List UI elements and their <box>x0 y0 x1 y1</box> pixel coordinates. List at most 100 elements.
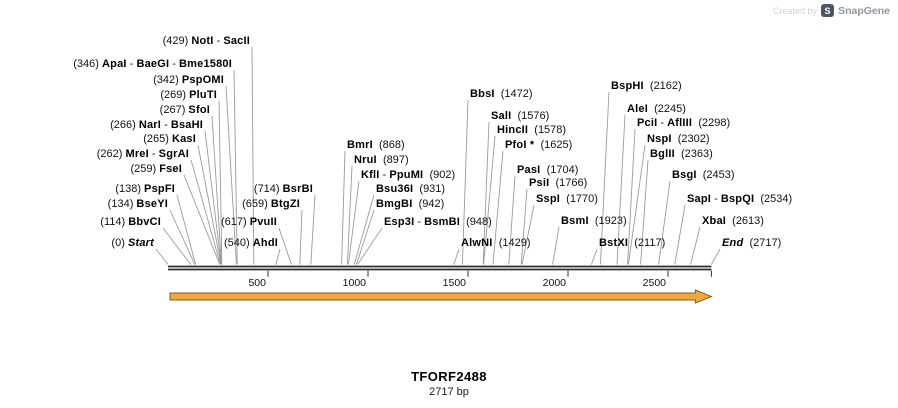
site-label-262[interactable]: (262) MreI - SgrAI <box>96 148 189 160</box>
watermark-created-by-label: Created by <box>773 5 818 16</box>
leader-line <box>508 175 516 265</box>
site-label-266[interactable]: (266) NarI - BsaHI <box>110 119 203 131</box>
leader-line <box>521 204 535 265</box>
watermark-brand-label: SnapGene <box>838 4 890 17</box>
ruler-label: 500 <box>248 277 266 289</box>
leader-line <box>341 150 346 265</box>
sequence-title: TFORF2488 <box>411 369 487 384</box>
ruler-label: 2500 <box>643 277 667 289</box>
leader-line <box>674 204 686 265</box>
site-label-342[interactable]: (342) PspOMI <box>153 74 224 86</box>
leader-line <box>599 91 610 265</box>
leader-line <box>183 174 221 265</box>
leader-line <box>453 248 460 265</box>
leader-line <box>218 100 223 265</box>
site-label-714[interactable]: (714) BsrBI <box>253 183 313 195</box>
leader-line <box>482 121 490 265</box>
leader-line <box>711 248 721 265</box>
leader-line <box>346 165 353 265</box>
site-label-1429[interactable]: AlwNI (1429) <box>461 237 531 249</box>
site-label-267[interactable]: (267) SfoI <box>159 104 210 116</box>
feature-arrow[interactable] <box>169 289 713 304</box>
leader-line <box>461 99 469 265</box>
leader-line <box>520 188 528 265</box>
snapgene-logo-letter: S <box>824 5 831 16</box>
snapgene-logo-icon: S <box>821 4 835 17</box>
site-label-897[interactable]: NruI (897) <box>354 154 409 166</box>
site-label-1472[interactable]: BbsI (1472) <box>470 88 533 100</box>
leader-line <box>251 46 255 265</box>
leader-line <box>357 227 383 265</box>
site-label-2245[interactable]: AleI (2245) <box>627 103 686 115</box>
site-label-114[interactable]: (114) BbvCI <box>100 216 161 228</box>
leader-line <box>552 226 560 265</box>
leader-line <box>204 130 222 265</box>
leader-line <box>353 194 375 265</box>
ruler-label: 1000 <box>343 277 367 289</box>
leader-line <box>627 144 646 265</box>
leader-line <box>616 114 626 265</box>
leader-line <box>169 209 196 265</box>
ruler-label: 2000 <box>543 277 567 289</box>
site-label-2117[interactable]: BstXI (2117) <box>599 237 666 249</box>
site-label-0[interactable]: (0) Start <box>111 237 154 249</box>
leader-line <box>225 85 237 265</box>
leader-line <box>492 150 504 265</box>
site-label-259[interactable]: (259) FseI <box>130 163 182 175</box>
site-label-265[interactable]: (265) KasI <box>143 133 196 145</box>
leader-line <box>190 159 221 265</box>
site-label-2363[interactable]: BglII (2363) <box>650 148 713 160</box>
leader-line <box>627 128 636 265</box>
leader-line <box>299 209 303 265</box>
site-label-540[interactable]: (540) AhdI <box>224 237 278 249</box>
leader-line <box>347 180 360 265</box>
site-label-948[interactable]: Esp3I - BsmBI (948) <box>384 216 492 228</box>
leader-line <box>690 226 701 265</box>
site-label-617[interactable]: (617) PvuII <box>220 216 277 228</box>
leader-line <box>176 194 197 265</box>
leader-line <box>640 159 649 265</box>
leader-line <box>483 135 496 265</box>
site-label-2298[interactable]: PciI - AflIII (2298) <box>637 117 731 129</box>
site-label-659[interactable]: (659) BtgZI <box>242 198 300 210</box>
site-label-2534[interactable]: SapI - BspQI (2534) <box>687 193 793 205</box>
site-label-346[interactable]: (346) ApaI - BaeGI - Bme1580I <box>73 58 232 70</box>
site-label-1923[interactable]: BsmI (1923) <box>561 215 627 227</box>
leader-line <box>233 69 238 265</box>
leader-line <box>355 209 375 265</box>
site-label-1625[interactable]: PfoI * (1625) <box>505 139 573 151</box>
site-label-931[interactable]: Bsu36I (931) <box>376 183 446 195</box>
site-label-1770[interactable]: SspI (1770) <box>536 193 598 205</box>
leader-line <box>275 248 281 265</box>
site-label-2613[interactable]: XbaI (2613) <box>702 215 764 227</box>
site-label-1578[interactable]: HincII (1578) <box>497 124 567 136</box>
site-label-1576[interactable]: SalI (1576) <box>491 110 550 122</box>
ruler-label: 1500 <box>443 277 467 289</box>
site-label-429[interactable]: (429) NotI - SacII <box>162 35 250 47</box>
leader-line <box>155 248 169 265</box>
site-label-2453[interactable]: BsgI (2453) <box>672 169 735 181</box>
site-label-902[interactable]: KflI - PpuMI (902) <box>361 169 456 181</box>
leader-line <box>590 248 598 265</box>
leader-line <box>310 194 316 265</box>
leader-line <box>211 115 222 265</box>
site-label-2162[interactable]: BspHI (2162) <box>611 80 682 92</box>
leader-line <box>197 144 222 265</box>
sequence-length: 2717 bp <box>429 386 469 398</box>
watermark: Created by S SnapGene <box>773 4 890 17</box>
site-label-942[interactable]: BmgBI (942) <box>376 198 445 210</box>
leader-line <box>278 227 292 265</box>
leader-line <box>162 227 192 265</box>
site-label-868[interactable]: BmrI (868) <box>347 139 405 151</box>
site-label-138[interactable]: (138) PspFI <box>115 183 175 195</box>
site-label-1704[interactable]: PasI (1704) <box>517 164 579 176</box>
site-label-2302[interactable]: NspI (2302) <box>647 133 710 145</box>
site-label-2717[interactable]: End (2717) <box>722 237 782 249</box>
site-label-269[interactable]: (269) PluTI <box>160 89 217 101</box>
leader-line <box>658 180 671 265</box>
site-label-1766[interactable]: PsiI (1766) <box>529 177 588 189</box>
site-label-134[interactable]: (134) BseYI <box>107 198 168 210</box>
